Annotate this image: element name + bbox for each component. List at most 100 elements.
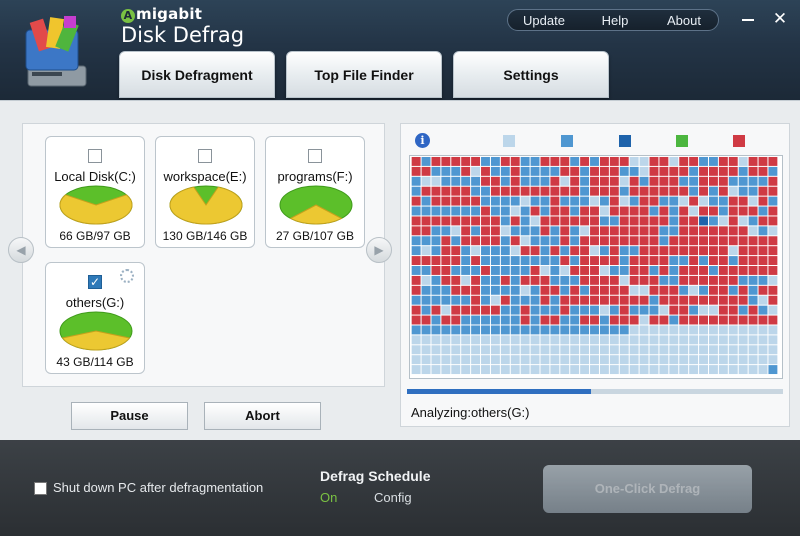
cluster-block xyxy=(738,166,748,176)
cluster-block xyxy=(441,365,451,375)
main-content: Local Disk(C:) 66 GB/97 GB workspace(E:)… xyxy=(0,100,800,440)
cluster-block xyxy=(540,236,550,246)
cluster-block xyxy=(699,186,708,196)
cluster-block xyxy=(421,156,431,166)
cluster-block xyxy=(500,325,510,335)
cluster-block xyxy=(570,315,580,325)
cluster-block xyxy=(669,236,679,246)
cluster-block xyxy=(590,176,599,186)
drive-checkbox[interactable] xyxy=(88,149,102,163)
cluster-block xyxy=(738,275,748,285)
scroll-left-icon[interactable]: ◀ xyxy=(8,237,34,263)
cluster-block xyxy=(560,365,570,375)
drive-card-g[interactable]: others(G:) 43 GB/114 GB xyxy=(45,262,145,374)
minimize-icon[interactable] xyxy=(740,9,756,29)
cluster-block xyxy=(748,266,758,275)
disk-map-panel: i Analyzing:others(G:) xyxy=(400,123,790,427)
cluster-block xyxy=(669,295,679,305)
cluster-block xyxy=(738,186,748,196)
cluster-block xyxy=(461,345,471,355)
drive-card-e[interactable]: workspace(E:) 130 GB/146 GB xyxy=(155,136,255,248)
cluster-block xyxy=(708,266,718,275)
schedule-config-link[interactable]: Config xyxy=(374,490,412,505)
cluster-block xyxy=(718,196,728,206)
cluster-block xyxy=(500,275,510,285)
cluster-block xyxy=(639,186,649,196)
abort-button[interactable]: Abort xyxy=(204,402,321,430)
cluster-block xyxy=(580,325,590,335)
cluster-block xyxy=(530,325,540,335)
cluster-block xyxy=(550,266,560,275)
cluster-block xyxy=(689,246,699,256)
tab-settings[interactable]: Settings xyxy=(453,51,609,98)
cluster-block xyxy=(580,156,590,166)
cluster-block xyxy=(639,156,649,166)
pie-used-slice xyxy=(289,204,343,225)
cluster-block xyxy=(550,315,560,325)
cluster-block xyxy=(441,335,451,345)
cluster-block xyxy=(411,325,421,335)
cluster-block xyxy=(758,315,768,325)
cluster-block xyxy=(490,186,500,196)
tab-top-file-finder[interactable]: Top File Finder xyxy=(286,51,442,98)
cluster-block xyxy=(599,325,609,335)
drive-list-panel: Local Disk(C:) 66 GB/97 GB workspace(E:)… xyxy=(22,123,385,387)
cluster-block xyxy=(580,305,590,315)
cluster-block xyxy=(481,246,490,256)
cluster-block xyxy=(599,345,609,355)
cluster-block xyxy=(639,305,649,315)
cluster-block xyxy=(679,216,689,226)
cluster-block xyxy=(490,295,500,305)
about-link[interactable]: About xyxy=(667,12,701,28)
cluster-block xyxy=(431,365,441,375)
info-icon[interactable]: i xyxy=(415,133,430,148)
cluster-block xyxy=(718,365,728,375)
scroll-right-icon[interactable]: ▶ xyxy=(366,237,392,263)
cluster-block xyxy=(609,335,619,345)
cluster-block xyxy=(471,355,481,365)
cluster-block xyxy=(718,206,728,216)
cluster-block xyxy=(649,305,659,315)
help-link[interactable]: Help xyxy=(601,12,629,28)
shutdown-checkbox[interactable] xyxy=(34,482,47,495)
cluster-block xyxy=(471,325,481,335)
cluster-block xyxy=(679,305,689,315)
cluster-block xyxy=(471,216,481,226)
drive-checkbox[interactable] xyxy=(308,149,322,163)
cluster-block xyxy=(490,325,500,335)
drive-checkbox[interactable] xyxy=(198,149,212,163)
cluster-block xyxy=(699,345,708,355)
drive-card-c[interactable]: Local Disk(C:) 66 GB/97 GB xyxy=(45,136,145,248)
cluster-block xyxy=(530,256,540,266)
drive-usage-pie xyxy=(169,185,243,225)
cluster-block xyxy=(550,196,560,206)
drive-checkbox[interactable] xyxy=(88,275,102,289)
cluster-block xyxy=(599,156,609,166)
update-link[interactable]: Update xyxy=(523,12,565,28)
tab-disk-defragment[interactable]: Disk Defragment xyxy=(119,51,275,98)
cluster-block xyxy=(699,236,708,246)
cluster-block xyxy=(718,266,728,275)
pause-button[interactable]: Pause xyxy=(71,402,188,430)
cluster-block xyxy=(609,226,619,236)
cluster-block xyxy=(520,275,530,285)
shutdown-label[interactable]: Shut down PC after defragmentation xyxy=(53,480,264,495)
drive-size: 43 GB/114 GB xyxy=(56,355,134,369)
cluster-block xyxy=(560,156,570,166)
cluster-block xyxy=(530,156,540,166)
drive-card-f[interactable]: programs(F:) 27 GB/107 GB xyxy=(265,136,365,248)
cluster-block xyxy=(629,285,639,295)
cluster-block xyxy=(431,335,441,345)
cluster-block xyxy=(490,196,500,206)
cluster-block xyxy=(471,365,481,375)
cluster-block xyxy=(550,295,560,305)
cluster-block xyxy=(689,226,699,236)
cluster-block xyxy=(629,365,639,375)
close-icon[interactable]: ✕ xyxy=(772,9,788,28)
one-click-defrag-button[interactable]: One-Click Defrag xyxy=(543,465,752,513)
cluster-block xyxy=(669,206,679,216)
pie-used-slice xyxy=(59,194,133,225)
cluster-block xyxy=(669,186,679,196)
